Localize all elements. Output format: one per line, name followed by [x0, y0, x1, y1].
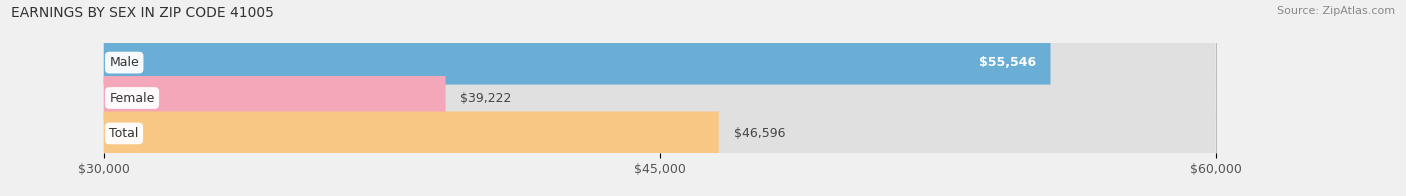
FancyBboxPatch shape [104, 41, 1216, 84]
FancyBboxPatch shape [104, 76, 1216, 120]
Text: Total: Total [110, 127, 139, 140]
FancyBboxPatch shape [104, 41, 1050, 84]
Text: Female: Female [110, 92, 155, 104]
Text: Male: Male [110, 56, 139, 69]
FancyBboxPatch shape [104, 112, 1216, 155]
Text: $55,546: $55,546 [979, 56, 1036, 69]
Text: $46,596: $46,596 [734, 127, 785, 140]
FancyBboxPatch shape [104, 76, 446, 120]
Text: $39,222: $39,222 [460, 92, 512, 104]
FancyBboxPatch shape [104, 112, 718, 155]
Text: Source: ZipAtlas.com: Source: ZipAtlas.com [1277, 6, 1395, 16]
Text: EARNINGS BY SEX IN ZIP CODE 41005: EARNINGS BY SEX IN ZIP CODE 41005 [11, 6, 274, 20]
